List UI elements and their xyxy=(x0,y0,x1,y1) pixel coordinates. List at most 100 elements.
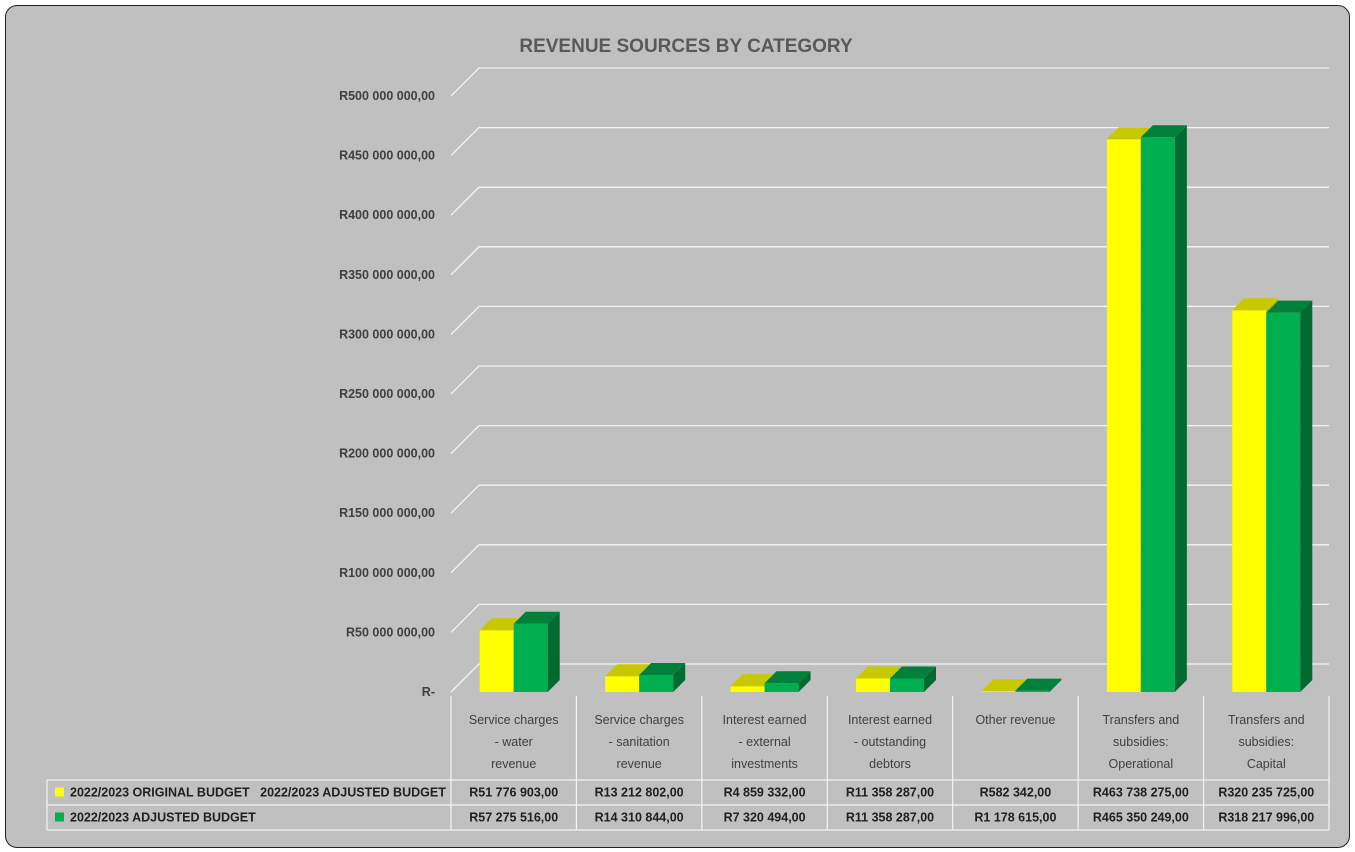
bar-side xyxy=(798,671,811,692)
category-label: Interest earned xyxy=(848,713,932,727)
bar-top xyxy=(1266,300,1313,313)
bar-front xyxy=(1015,690,1050,692)
legend-swatch xyxy=(55,812,64,822)
legend-swatch xyxy=(55,787,64,797)
table-cell: R13 212 802,00 xyxy=(595,786,684,800)
gridlines xyxy=(450,67,1329,693)
table-cell: R320 235 725,00 xyxy=(1218,786,1314,800)
legend-label: 2022/2023 ORIGINAL BUDGET 2022/2023 ADJU… xyxy=(70,786,446,800)
bar-side xyxy=(547,611,560,692)
bar-front xyxy=(764,683,799,692)
bar-front xyxy=(981,691,1016,692)
bar-front xyxy=(1140,137,1175,693)
category-label: debtors xyxy=(869,757,911,771)
category-label: Operational xyxy=(1109,757,1174,771)
table-cell: R14 310 844,00 xyxy=(595,811,684,825)
gridline xyxy=(450,424,1329,455)
gridline xyxy=(450,484,1329,514)
category-label: Service charges xyxy=(469,713,559,727)
gridline xyxy=(450,603,1329,633)
gridline xyxy=(450,186,1329,216)
bar-front xyxy=(639,674,674,692)
bar xyxy=(890,666,936,692)
gridline xyxy=(450,246,1329,276)
bar-top xyxy=(890,666,936,679)
bar-top xyxy=(1232,298,1279,311)
bar-front xyxy=(513,623,548,692)
chart-frame: REVENUE SOURCES BY CATEGORY R- R50 000 00… xyxy=(5,5,1350,848)
y-tick-label: R300 000 000,00 xyxy=(339,327,435,341)
category-label: Service charges xyxy=(594,713,684,727)
category-label: revenue xyxy=(617,757,662,771)
table-cell: R582 342,00 xyxy=(980,786,1052,800)
gridline xyxy=(450,126,1329,157)
table-cell: R465 350 249,00 xyxy=(1093,811,1189,825)
bar xyxy=(1266,300,1313,692)
y-tick-label: R100 000 000,00 xyxy=(339,566,435,580)
y-tick-label: R200 000 000,00 xyxy=(339,447,435,461)
table-cell: R1 178 615,00 xyxy=(974,811,1056,825)
bars xyxy=(479,125,1313,693)
category-label: subsidies: xyxy=(1238,735,1294,749)
category-label: Capital xyxy=(1247,757,1286,771)
table-cell: R4 859 332,00 xyxy=(724,786,806,800)
y-axis-ticks: R- R50 000 000,00 R100 000 000,00 R150 000 … xyxy=(339,89,435,699)
y-tick-label: R450 000 000,00 xyxy=(339,149,435,163)
bar-front xyxy=(1266,312,1301,692)
y-tick-label: R50 000 000,00 xyxy=(346,625,435,639)
bar-front xyxy=(1106,139,1141,692)
y-tick-label: R250 000 000,00 xyxy=(339,387,435,401)
category-label: Interest earned xyxy=(723,713,807,727)
y-tick-label: R- xyxy=(422,685,435,699)
bar-front xyxy=(605,676,640,692)
y-tick-label: R150 000 000,00 xyxy=(339,506,435,520)
table-cell: R463 738 275,00 xyxy=(1093,786,1189,800)
category-label: - external xyxy=(739,735,791,749)
bar-front xyxy=(890,678,924,692)
category-label: investments xyxy=(731,757,798,771)
bar xyxy=(1015,678,1062,692)
chart-title: REVENUE SOURCES BY CATEGORY xyxy=(519,36,853,57)
data-table: 2022/2023 ORIGINAL BUDGET 2022/2023 ADJU… xyxy=(46,696,1330,831)
bar-front xyxy=(730,686,765,692)
category-label: - sanitation xyxy=(609,735,670,749)
category-label: Transfers and xyxy=(1228,713,1305,727)
category-labels: Service charges - water revenue Service cha… xyxy=(469,713,1305,771)
gridline xyxy=(450,663,1329,693)
bar-top xyxy=(1106,127,1153,140)
bar xyxy=(513,611,560,692)
bar-top xyxy=(764,671,811,684)
bar-top xyxy=(1015,678,1062,691)
revenue-chart: REVENUE SOURCES BY CATEGORY R- R50 000 00… xyxy=(46,36,1330,831)
category-label: subsidies: xyxy=(1113,735,1169,749)
bar-top xyxy=(605,664,652,677)
table-cell: R318 217 996,00 xyxy=(1218,811,1314,825)
category-label: - outstanding xyxy=(854,735,926,749)
bar-side xyxy=(673,662,686,692)
y-tick-label: R400 000 000,00 xyxy=(339,208,435,222)
legend-label: 2022/2023 ADJUSTED BUDGET xyxy=(70,811,256,825)
bar-top xyxy=(981,679,1028,692)
bar-top xyxy=(639,662,686,675)
category-label: - water xyxy=(495,735,533,749)
bar-top xyxy=(1140,125,1187,138)
gridline xyxy=(450,365,1329,395)
bar-side xyxy=(1300,300,1313,692)
gridline xyxy=(450,67,1329,97)
table-cell: R11 358 287,00 xyxy=(846,811,934,825)
category-label: revenue xyxy=(491,757,536,771)
bar-front xyxy=(479,630,514,692)
bar xyxy=(764,671,811,692)
category-label: Other revenue xyxy=(975,713,1055,727)
gridline xyxy=(450,544,1329,574)
table-cell: R11 358 287,00 xyxy=(846,786,934,800)
category-label: Transfers and xyxy=(1103,713,1180,727)
bar-front xyxy=(1232,310,1267,692)
bar xyxy=(1140,125,1187,693)
bar xyxy=(639,662,686,692)
table-cell: R57 275 516,00 xyxy=(469,811,558,825)
table-cell: R51 776 903,00 xyxy=(469,786,558,800)
bar-side xyxy=(1174,125,1187,693)
gridline xyxy=(450,305,1329,335)
bar-top xyxy=(513,611,560,624)
